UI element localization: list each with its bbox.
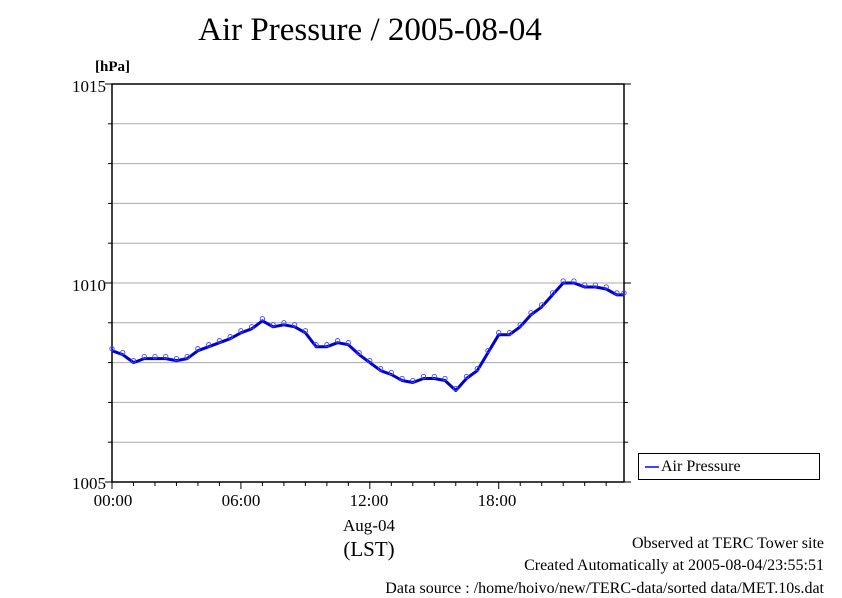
data-point-42: [560, 278, 566, 284]
legend-swatch: [645, 466, 659, 468]
chart-title: Air Pressure / 2005-08-04: [198, 12, 542, 48]
data-point-2: [130, 357, 137, 364]
data-point-27: [399, 375, 405, 382]
x-axis-date-label: Aug-04: [343, 516, 395, 535]
grid-lines: [112, 123, 624, 443]
y-axis-label: [hPa]: [95, 59, 130, 75]
x-tick-1200: 12:00: [350, 491, 389, 510]
data-point-41: [549, 290, 556, 296]
legend: Air Pressure: [638, 453, 820, 480]
data-point-8: [195, 346, 201, 352]
data-point-29: [420, 373, 427, 380]
data-point-20: [324, 342, 330, 348]
series-group: [109, 278, 627, 392]
data-point-33: [463, 373, 470, 380]
data-point-21: [334, 338, 341, 344]
data-point-26: [388, 369, 394, 376]
legend-label: Air Pressure: [661, 458, 741, 475]
data-point-32: [453, 385, 459, 392]
data-point-45: [592, 282, 599, 288]
x-tick-0600: 06:00: [222, 491, 261, 510]
data-point-19: [313, 342, 319, 348]
data-point-28: [410, 377, 416, 384]
data-point-35: [485, 347, 491, 354]
data-point-6: [173, 355, 180, 362]
data-point-36: [496, 330, 502, 336]
data-source-note: Data source : /home/hoivo/new/TERC-data/…: [385, 580, 824, 597]
data-point-7: [184, 353, 190, 360]
data-point-22: [345, 340, 351, 346]
data-point-46: [603, 284, 609, 290]
data-point-23: [356, 349, 362, 356]
created-note: Created Automatically at 2005-08-04/23:5…: [524, 557, 824, 574]
data-point-34: [474, 365, 480, 372]
data-point-25: [377, 365, 384, 372]
x-axis-timezone-label: (LST): [343, 537, 394, 561]
data-point-37: [506, 330, 513, 336]
data-point-9: [206, 342, 212, 348]
data-point-5: [163, 353, 169, 360]
data-point-16: [281, 320, 287, 326]
data-point-44: [582, 282, 588, 288]
data-point-3: [141, 353, 147, 360]
axis-ticks: [105, 83, 631, 489]
data-point-14: [259, 316, 266, 322]
data-point-17: [291, 322, 298, 328]
data-point-48: [621, 290, 627, 296]
x-tick-0000: 00:00: [94, 491, 133, 510]
observed-note: Observed at TERC Tower site: [631, 535, 824, 552]
data-point-13: [249, 324, 255, 330]
series-line-0: [111, 281, 624, 392]
data-point-38: [517, 322, 523, 328]
y-tick-1015: 1015: [72, 77, 106, 96]
data-point-15: [270, 322, 276, 328]
data-point-39: [528, 310, 534, 316]
data-point-47: [614, 290, 620, 296]
data-point-11: [227, 334, 233, 340]
data-point-0: [109, 346, 115, 352]
data-point-40: [539, 302, 545, 308]
data-point-10: [216, 338, 223, 344]
data-point-24: [367, 357, 373, 364]
y-tick-1005: 1005: [72, 474, 106, 493]
y-tick-1010: 1010: [72, 276, 106, 295]
data-point-31: [442, 375, 448, 382]
data-point-18: [302, 328, 309, 334]
x-tick-1800: 18:00: [478, 491, 517, 510]
data-point-12: [238, 328, 244, 334]
data-point-1: [120, 349, 126, 356]
data-point-43: [571, 278, 577, 284]
data-point-30: [431, 373, 437, 380]
data-point-4: [152, 353, 158, 360]
